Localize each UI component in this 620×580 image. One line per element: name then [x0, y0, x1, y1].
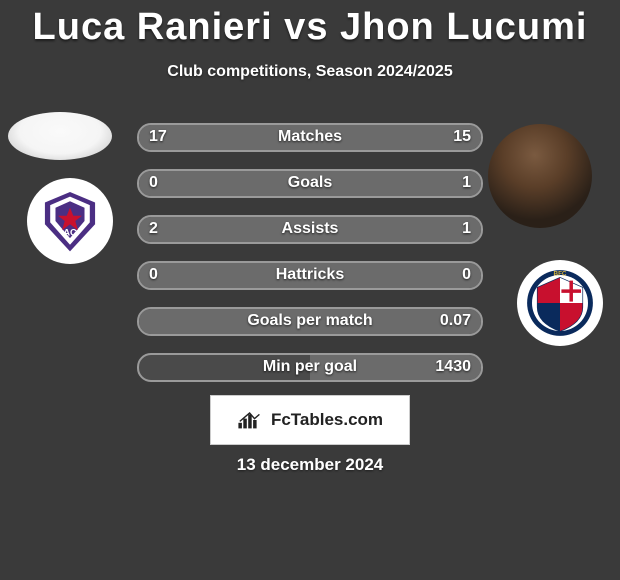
- fiorentina-crest-icon: AC: [37, 188, 103, 254]
- footer-brand-banner[interactable]: FcTables.com: [210, 395, 410, 445]
- stat-label: Goals: [139, 174, 481, 192]
- fctables-logo-icon: [237, 410, 265, 430]
- subtitle: Club competitions, Season 2024/2025: [0, 63, 620, 81]
- stat-row-goals-per-match: Goals per match 0.07: [137, 307, 483, 336]
- stat-row-min-per-goal: Min per goal 1430: [137, 353, 483, 382]
- date-text: 13 december 2024: [0, 455, 620, 475]
- stat-label: Matches: [139, 128, 481, 146]
- svg-text:BFC: BFC: [554, 271, 567, 278]
- stat-label: Goals per match: [139, 312, 481, 330]
- club-badge-bologna: BFC: [517, 260, 603, 346]
- stat-label: Assists: [139, 220, 481, 238]
- player-photo-left: [8, 112, 112, 160]
- stat-row-matches: 17 Matches 15: [137, 123, 483, 152]
- bologna-crest-icon: BFC: [525, 268, 595, 338]
- player-photo-right: [488, 124, 592, 228]
- stats-container: 17 Matches 15 0 Goals 1 2 Assists 1 0 Ha…: [137, 123, 483, 399]
- club-badge-fiorentina: AC: [27, 178, 113, 264]
- stat-row-assists: 2 Assists 1: [137, 215, 483, 244]
- stat-value-right: 0.07: [440, 312, 471, 330]
- stat-value-right: 1: [462, 220, 471, 238]
- stat-row-goals: 0 Goals 1: [137, 169, 483, 198]
- stat-value-right: 1: [462, 174, 471, 192]
- stat-row-hattricks: 0 Hattricks 0: [137, 261, 483, 290]
- stat-value-right: 15: [453, 128, 471, 146]
- stat-label: Hattricks: [139, 266, 481, 284]
- stat-label: Min per goal: [139, 358, 481, 376]
- page-title: Luca Ranieri vs Jhon Lucumi: [0, 0, 620, 49]
- svg-text:AC: AC: [63, 228, 77, 238]
- stat-value-right: 0: [462, 266, 471, 284]
- footer-brand-text: FcTables.com: [271, 410, 383, 430]
- stat-value-right: 1430: [435, 358, 471, 376]
